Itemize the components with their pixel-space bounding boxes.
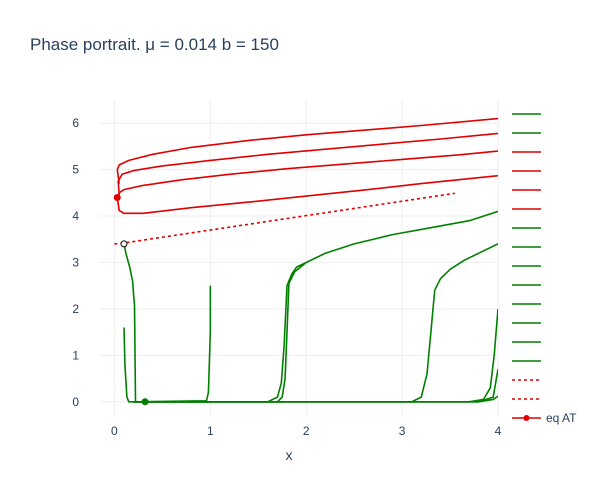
x-tick-label: 4 bbox=[495, 424, 502, 438]
x-tick-label: 0 bbox=[111, 424, 118, 438]
y-tick-label: 5 bbox=[72, 163, 79, 177]
grid bbox=[100, 100, 499, 418]
trajectory-line-12 bbox=[133, 369, 498, 403]
trajectory-line-8 bbox=[133, 261, 307, 403]
y-tick-label: 1 bbox=[72, 348, 79, 362]
y-tick-label: 2 bbox=[72, 302, 79, 316]
trajectory-line-2 bbox=[118, 150, 498, 194]
y-tick-label: 4 bbox=[72, 209, 79, 223]
trajectory-line-6 bbox=[123, 327, 211, 403]
trajectory-line-9 bbox=[133, 210, 498, 403]
trajectory-line-13 bbox=[133, 395, 498, 403]
equilibrium-point-1 bbox=[120, 240, 128, 248]
legend-marker bbox=[523, 415, 530, 421]
equilibrium-points bbox=[113, 193, 149, 406]
trajectory-line-0 bbox=[116, 117, 498, 184]
equilibrium-point-0 bbox=[113, 193, 121, 201]
trajectory-line-10 bbox=[133, 243, 498, 403]
equilibrium-point-2 bbox=[141, 398, 149, 406]
x-tick-label: 1 bbox=[207, 424, 214, 438]
y-tick-label: 6 bbox=[72, 116, 79, 130]
x-tick-label: 2 bbox=[303, 424, 310, 438]
y-tick-label: 3 bbox=[72, 255, 79, 269]
trajectory-line-7 bbox=[133, 285, 212, 403]
trajectory-line-5 bbox=[123, 243, 137, 402]
chart-title: Phase portrait. μ = 0.014 b = 150 bbox=[30, 35, 279, 54]
legend-label: eq AT bbox=[546, 411, 577, 425]
x-axis-label: x bbox=[286, 447, 293, 463]
trajectory-line-4 bbox=[114, 192, 455, 245]
y-ticks: 0 1 2 3 4 5 6 bbox=[72, 116, 79, 409]
trajectory-line-3 bbox=[116, 174, 498, 215]
legend: eq AT bbox=[512, 113, 577, 425]
trajectories bbox=[114, 117, 498, 403]
y-tick-label: 0 bbox=[72, 395, 79, 409]
x-ticks: 0 1 2 3 4 bbox=[111, 424, 502, 438]
trajectory-line-1 bbox=[117, 132, 498, 196]
x-tick-label: 3 bbox=[399, 424, 406, 438]
